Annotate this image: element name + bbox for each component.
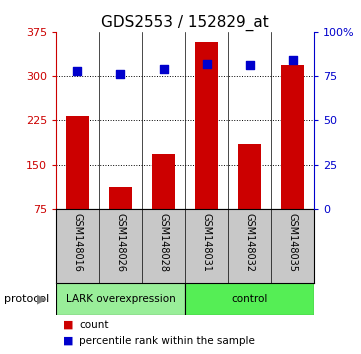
Point bbox=[247, 63, 252, 68]
Text: control: control bbox=[231, 294, 268, 304]
Text: GSM148026: GSM148026 bbox=[116, 212, 126, 272]
Bar bbox=[66, 116, 89, 209]
Text: GSM148016: GSM148016 bbox=[73, 212, 82, 272]
Text: ▶: ▶ bbox=[37, 293, 46, 306]
Bar bbox=[195, 42, 218, 209]
Bar bbox=[56, 283, 185, 315]
Bar bbox=[152, 154, 175, 209]
Text: LARK overexpression: LARK overexpression bbox=[66, 294, 175, 304]
Text: GSM148035: GSM148035 bbox=[288, 212, 297, 272]
Text: count: count bbox=[79, 320, 109, 330]
Title: GDS2553 / 152829_at: GDS2553 / 152829_at bbox=[101, 14, 269, 30]
Point bbox=[75, 68, 81, 74]
Text: GSM148032: GSM148032 bbox=[244, 212, 255, 272]
Bar bbox=[185, 283, 314, 315]
Bar bbox=[238, 144, 261, 209]
Bar bbox=[281, 65, 304, 209]
Text: ■: ■ bbox=[63, 336, 74, 346]
Point bbox=[290, 57, 295, 63]
Text: protocol: protocol bbox=[4, 294, 49, 304]
Point bbox=[118, 72, 123, 77]
Point bbox=[161, 66, 166, 72]
Text: ■: ■ bbox=[63, 320, 74, 330]
Bar bbox=[109, 187, 132, 209]
Text: percentile rank within the sample: percentile rank within the sample bbox=[79, 336, 255, 346]
Text: GSM148028: GSM148028 bbox=[158, 212, 169, 272]
Text: GSM148031: GSM148031 bbox=[201, 212, 212, 272]
Point bbox=[204, 61, 209, 67]
